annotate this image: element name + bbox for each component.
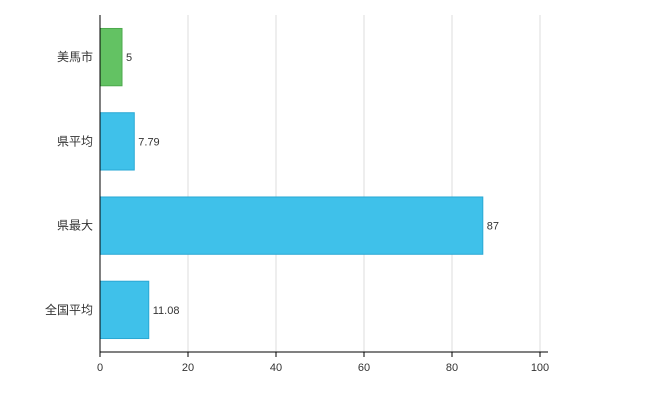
x-tick-label: 0	[97, 362, 103, 374]
category-label: 県最大	[57, 219, 93, 233]
bar-value-label: 87	[487, 221, 499, 233]
bar-0	[99, 27, 123, 87]
x-tick-label: 20	[182, 362, 194, 374]
category-label: 美馬市	[57, 49, 93, 64]
x-tick-label: 80	[446, 362, 458, 374]
bar-value-label: 11.08	[153, 305, 180, 317]
bar-value-label: 7.79	[138, 136, 159, 148]
bar-2	[99, 196, 484, 255]
bar-value-label: 5	[126, 52, 132, 64]
bar-1	[99, 112, 135, 171]
category-label: 県平均	[57, 134, 93, 148]
x-tick-label: 40	[270, 362, 282, 374]
x-tick-label: 60	[358, 362, 370, 374]
category-label: 全国平均	[45, 302, 93, 317]
x-tick-label: 100	[531, 362, 549, 374]
bar-3	[99, 280, 150, 340]
